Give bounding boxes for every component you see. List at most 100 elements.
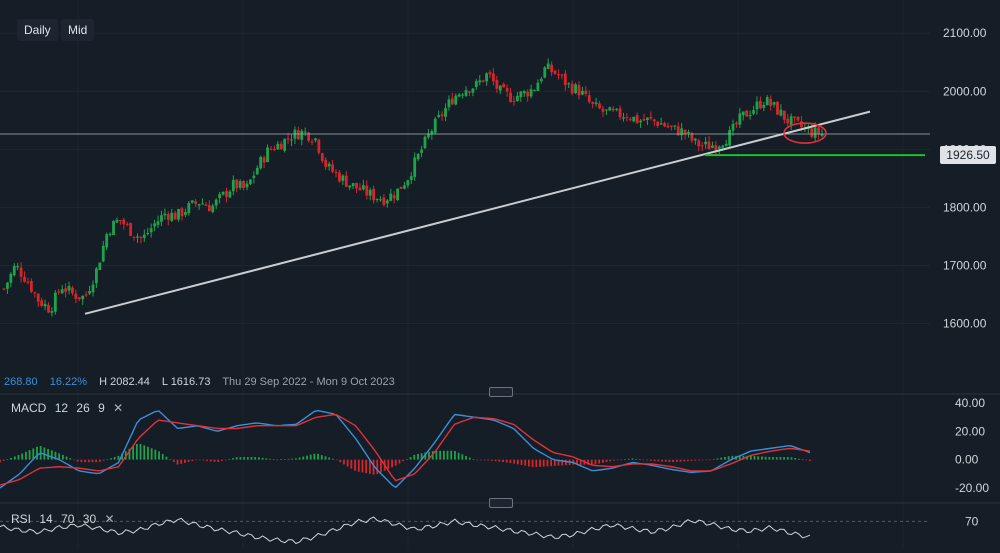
macd-histogram-bar (724, 456, 726, 460)
candle-body (409, 176, 413, 181)
macd-histogram-bar (368, 459, 371, 474)
macd-histogram-bar (472, 459, 475, 460)
candle-body (372, 188, 376, 201)
macd-histogram-bar (694, 459, 697, 461)
macd-histogram-bar (457, 452, 460, 460)
interval-daily-button[interactable]: Daily (17, 19, 58, 41)
macd-histogram-bar (261, 457, 264, 460)
candle-body (23, 276, 26, 282)
stat-high: H 2082.44 (99, 376, 150, 388)
pane-resize-handle-rsi[interactable] (489, 498, 513, 508)
macd-histogram-bar (402, 459, 405, 462)
macd-histogram-bar (150, 448, 153, 460)
candle-body (663, 123, 666, 127)
candle-body (755, 101, 759, 110)
candle-body (519, 91, 523, 98)
macd-histogram-bar (361, 459, 364, 473)
stats-bar: 268.80 16.22% H 2082.44 L 1616.73 Thu 29… (4, 376, 404, 388)
macd-histogram-bar (298, 457, 301, 460)
candle-body (557, 74, 560, 76)
last-price-tag: 1926.50 (940, 146, 996, 164)
candle-body (498, 85, 502, 91)
stat-change: 268.80 (4, 376, 38, 388)
macd-histogram-bar (132, 446, 135, 460)
candle-body (361, 185, 365, 190)
macd-histogram-bar (335, 459, 338, 461)
candle-body (166, 214, 170, 220)
macd-histogram-bar (235, 457, 238, 460)
candle-body (389, 193, 393, 201)
macd-histogram-bar (798, 458, 800, 460)
candle-body (225, 191, 228, 197)
candle-body (406, 180, 410, 186)
candle-body (820, 133, 824, 136)
macd-close-icon[interactable]: ✕ (113, 401, 124, 415)
candle-body (338, 172, 341, 182)
candle-body (536, 82, 540, 91)
candle-body (481, 80, 485, 82)
candle-body (139, 236, 143, 238)
macd-histogram-bar (228, 459, 231, 460)
macd-histogram-bar (69, 458, 72, 460)
pane-resize-handle-macd[interactable] (489, 387, 513, 397)
candle-body (796, 116, 800, 121)
macd-histogram-bar (28, 450, 31, 460)
candle-body (608, 107, 612, 111)
candle-body (789, 116, 793, 125)
macd-histogram-bar (494, 459, 497, 462)
macd-histogram-bar (701, 459, 704, 461)
candle-body (368, 189, 372, 196)
candle-body (758, 100, 762, 109)
macd-histogram-bar (280, 459, 282, 460)
candle-body (180, 208, 184, 217)
candle-body (615, 108, 619, 110)
candle-body (505, 88, 509, 92)
candle-body (136, 236, 139, 238)
macd-histogram-bar (483, 459, 486, 461)
candle-body (249, 179, 252, 185)
candle-body (142, 234, 146, 238)
candle-body (704, 141, 708, 145)
macd-histogram-bar (180, 459, 183, 464)
macd-histogram-bar (564, 459, 567, 466)
macd-histogram-bar (50, 450, 53, 460)
candle-body (457, 94, 461, 97)
rsi-close-icon[interactable]: ✕ (104, 512, 115, 526)
macd-histogram-bar (550, 459, 552, 467)
price-tick-label: 1800.00 (943, 200, 987, 214)
macd-histogram-bar (535, 459, 538, 468)
price-tick-label: 1600.00 (943, 317, 987, 331)
macd-histogram-bar (642, 459, 645, 461)
candle-body (207, 205, 211, 212)
candle-body (33, 292, 37, 294)
candle-body (262, 157, 266, 163)
candle-body (286, 138, 290, 140)
macd-histogram-bar (661, 459, 663, 462)
macd-histogram-bar (675, 459, 678, 462)
candle-body (197, 204, 201, 206)
candle-body (656, 121, 660, 127)
macd-histogram-bar (638, 459, 641, 460)
macd-histogram-bar (809, 459, 811, 461)
candle-body (430, 131, 434, 135)
candle-body (355, 182, 358, 189)
candle-body (149, 228, 153, 233)
macd-histogram-bar (176, 459, 179, 465)
candle-body (88, 291, 91, 294)
candle-body (515, 95, 519, 102)
macd-histogram-bar (76, 459, 79, 462)
macd-histogram-bar (391, 459, 393, 468)
candle-body (752, 110, 755, 114)
macd-histogram-bar (80, 459, 83, 463)
candle-body (584, 90, 588, 95)
price-type-mid-button[interactable]: Mid (61, 19, 95, 41)
macd-histogram-bar (465, 455, 467, 460)
macd-histogram-bar (0, 459, 1, 463)
macd-histogram-bar (354, 459, 356, 471)
candle-body (64, 288, 68, 292)
macd-histogram-bar (258, 457, 260, 460)
candle-body (125, 223, 129, 225)
macd-histogram-bar (786, 457, 789, 460)
